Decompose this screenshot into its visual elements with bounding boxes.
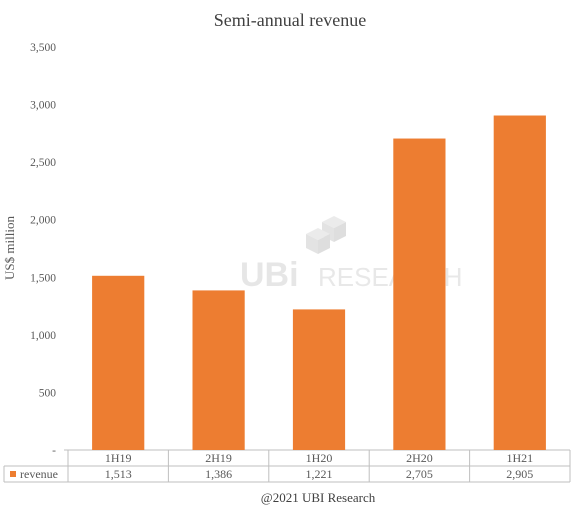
y-tick-label: 1,000 [30,330,56,342]
source-credit: @2021 UBI Research [261,490,376,505]
table-value-cell: 1,386 [205,467,232,481]
watermark-logo: UBi [240,256,299,294]
table-value-cell: 2,905 [506,467,533,481]
watermark: UBi RESEARCH [240,216,462,294]
table-value-cell: 1,221 [306,467,333,481]
y-axis-label: US$ million [2,216,17,280]
x-tick-label: 2H19 [205,451,232,465]
y-axis: - 500 1,000 1,500 2,000 2,500 3,000 3,500 [30,42,56,457]
bar-1h20 [292,309,346,450]
y-tick-label: - [52,445,56,457]
bar-2h20 [393,138,446,450]
y-tick-label: 500 [39,387,57,399]
data-table: revenue 1H19 1,513 2H19 1,386 1H20 1,221 2H20 2,… [3,450,571,483]
y-tick-label: 2,000 [30,215,56,227]
bar-1h19 [92,275,145,450]
legend-swatch [10,471,16,477]
watermark-cube-icon [306,216,346,254]
bar-1h21 [493,115,546,450]
x-tick-label: 1H20 [306,451,333,465]
legend-series-name: revenue [20,467,58,481]
y-tick-label: 3,500 [30,42,56,54]
table-value-cell: 2,705 [406,467,433,481]
y-tick-label: 2,500 [30,157,56,169]
bar-2h19 [192,290,245,450]
bars [92,115,546,450]
x-tick-label: 2H20 [406,451,433,465]
y-tick-label: 1,500 [30,272,56,284]
x-tick-label: 1H21 [506,451,533,465]
chart-title: Semi-annual revenue [214,10,366,30]
y-tick-label: 3,000 [30,100,56,112]
table-value-cell: 1,513 [105,467,132,481]
x-tick-label: 1H19 [105,451,132,465]
